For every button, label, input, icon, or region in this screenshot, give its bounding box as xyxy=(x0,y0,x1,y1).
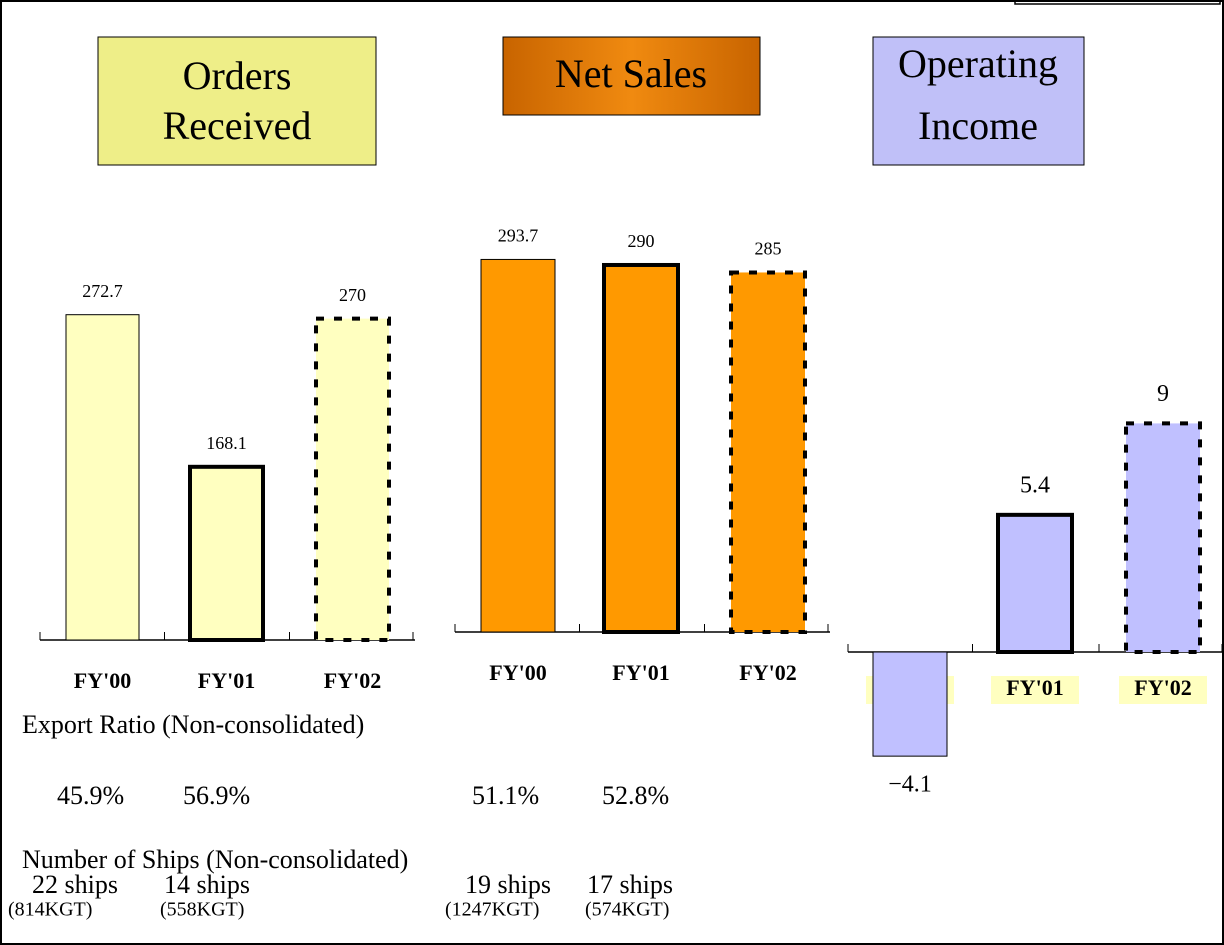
title-box xyxy=(97,36,377,166)
export-title: Export Ratio (Non-consolidated) xyxy=(22,710,364,739)
corner-box xyxy=(1014,0,1221,5)
x-tick-label: FY'02 xyxy=(739,660,796,685)
bar xyxy=(65,314,140,641)
x-tick-label: FY'01 xyxy=(612,660,669,685)
bar xyxy=(314,316,391,642)
x-tick-label: FY'01 xyxy=(1006,675,1063,700)
value-label: 290 xyxy=(628,231,655,251)
x-tick-label: FY'02 xyxy=(324,668,381,693)
ship-count: 17 ships xyxy=(587,870,673,899)
x-tick-label: FY'01 xyxy=(198,668,255,693)
export-ratio: 45.9% xyxy=(57,781,124,810)
value-label: 272.7 xyxy=(82,281,123,301)
value-label: 293.7 xyxy=(498,226,539,246)
value-label: 285 xyxy=(755,239,782,259)
bar xyxy=(729,270,807,634)
bar xyxy=(602,262,680,634)
panel-title: Operating Income xyxy=(898,41,1058,148)
value-label: 168.1 xyxy=(206,433,247,453)
value-label: 5.4 xyxy=(1020,472,1050,498)
ship-count: 22 ships xyxy=(32,870,118,899)
x-tick-label: FY'00 xyxy=(489,660,546,685)
ship-tonnage: (558KGT) xyxy=(160,899,244,921)
x-tick-label: FY'00 xyxy=(74,668,131,693)
ship-tonnage: (574KGT) xyxy=(585,899,669,921)
export-ratio: 51.1% xyxy=(472,781,539,810)
export-ratio: 56.9% xyxy=(183,781,250,810)
bar xyxy=(996,512,1074,655)
bar xyxy=(480,258,556,633)
x-tick-label: FY'02 xyxy=(1134,675,1191,700)
category-highlight xyxy=(1119,676,1207,704)
ship-count: 14 ships xyxy=(164,870,250,899)
export-ratio: 52.8% xyxy=(602,781,669,810)
bar xyxy=(872,651,948,757)
value-label: 9 xyxy=(1157,381,1169,407)
bar xyxy=(188,464,265,642)
panel-title: Net Sales xyxy=(555,51,707,96)
panel-title: Orders Received xyxy=(163,53,312,148)
bar xyxy=(1124,421,1202,654)
value-label: 270 xyxy=(339,285,366,305)
category-highlight xyxy=(991,676,1079,704)
ship-tonnage: (814KGT) xyxy=(8,899,92,921)
value-label: −4.1 xyxy=(888,772,932,798)
title-box xyxy=(502,36,761,116)
ship-tonnage: (1247KGT) xyxy=(445,899,539,921)
title-box xyxy=(872,36,1085,166)
ship-count: 19 ships xyxy=(465,870,551,899)
ships-title: Number of Ships (Non-consolidated) xyxy=(22,845,408,874)
